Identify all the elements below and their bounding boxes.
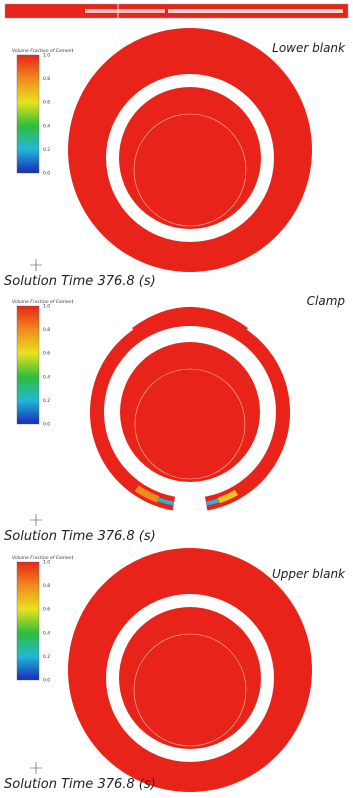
solution-time: Solution Time 376.8 (s) [4, 777, 156, 792]
legend-tick: 0.8 [43, 76, 50, 82]
panel-title: Upper blank [272, 567, 346, 581]
legend-tick: 0.2 [43, 398, 50, 404]
legend-tick: 0.4 [43, 123, 50, 129]
top-strip [5, 4, 348, 18]
legend-tick: 0.6 [43, 607, 50, 613]
legend-tick: 0.4 [43, 630, 50, 636]
legend-tick: 0.6 [43, 100, 50, 106]
inner-disc [119, 607, 261, 749]
color-bar [17, 306, 39, 424]
axis-triad [30, 259, 42, 271]
solution-time: Solution Time 376.8 (s) [4, 529, 156, 544]
legend-tick: 0.2 [43, 147, 50, 153]
panel-title: Lower blank [272, 41, 346, 55]
legend-tick: 0.2 [43, 654, 50, 660]
figure: Lower blankVolume Fraction of Cement1.00… [0, 0, 353, 798]
legend-tick: 0.4 [43, 374, 50, 380]
solution-time: Solution Time 376.8 (s) [4, 274, 156, 289]
legend-tick: 0.8 [43, 583, 50, 589]
legend-tick: 0.0 [43, 171, 50, 177]
inner-disc [120, 342, 260, 482]
legend-tick: 1.0 [43, 560, 50, 566]
legend-tick: 1.0 [43, 53, 50, 59]
legend-tick: 0.0 [43, 422, 50, 428]
legend-tick: 1.0 [43, 304, 50, 310]
legend-tick: 0.6 [43, 351, 50, 357]
legend-tick: 0.0 [43, 678, 50, 684]
panel-title: Clamp [307, 294, 346, 308]
color-bar [17, 562, 39, 680]
axis-triad [30, 514, 42, 526]
legend-tick: 0.8 [43, 327, 50, 333]
axis-triad [30, 762, 42, 774]
inner-disc [119, 87, 261, 229]
color-bar [17, 55, 39, 173]
